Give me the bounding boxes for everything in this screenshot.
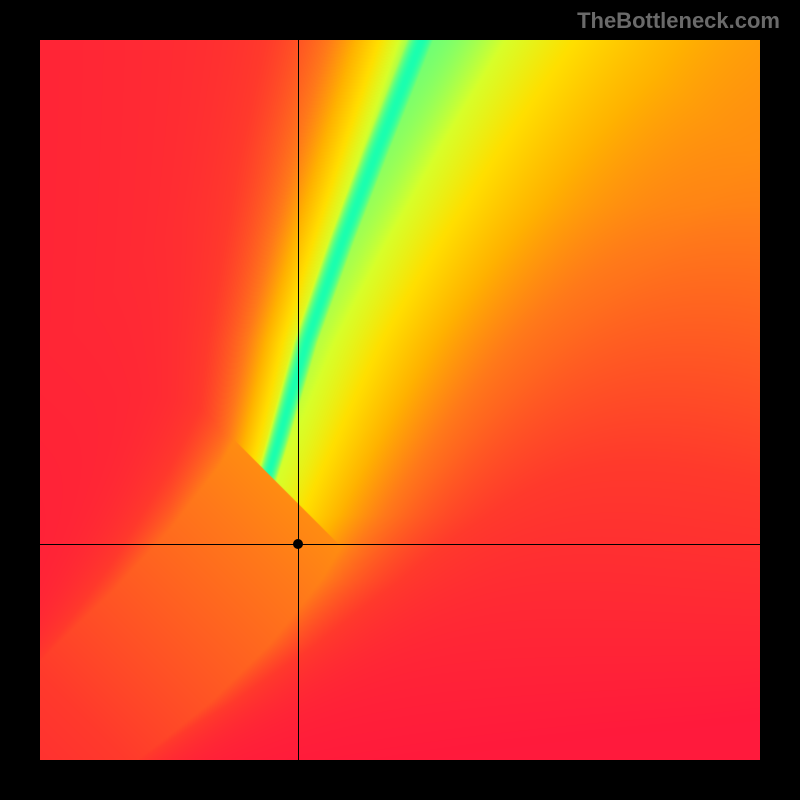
heatmap-plot bbox=[40, 40, 760, 760]
crosshair-marker bbox=[293, 539, 303, 549]
heatmap-canvas bbox=[40, 40, 760, 760]
crosshair-horizontal bbox=[40, 544, 760, 545]
crosshair-vertical bbox=[298, 40, 299, 760]
watermark-text: TheBottleneck.com bbox=[577, 8, 780, 34]
